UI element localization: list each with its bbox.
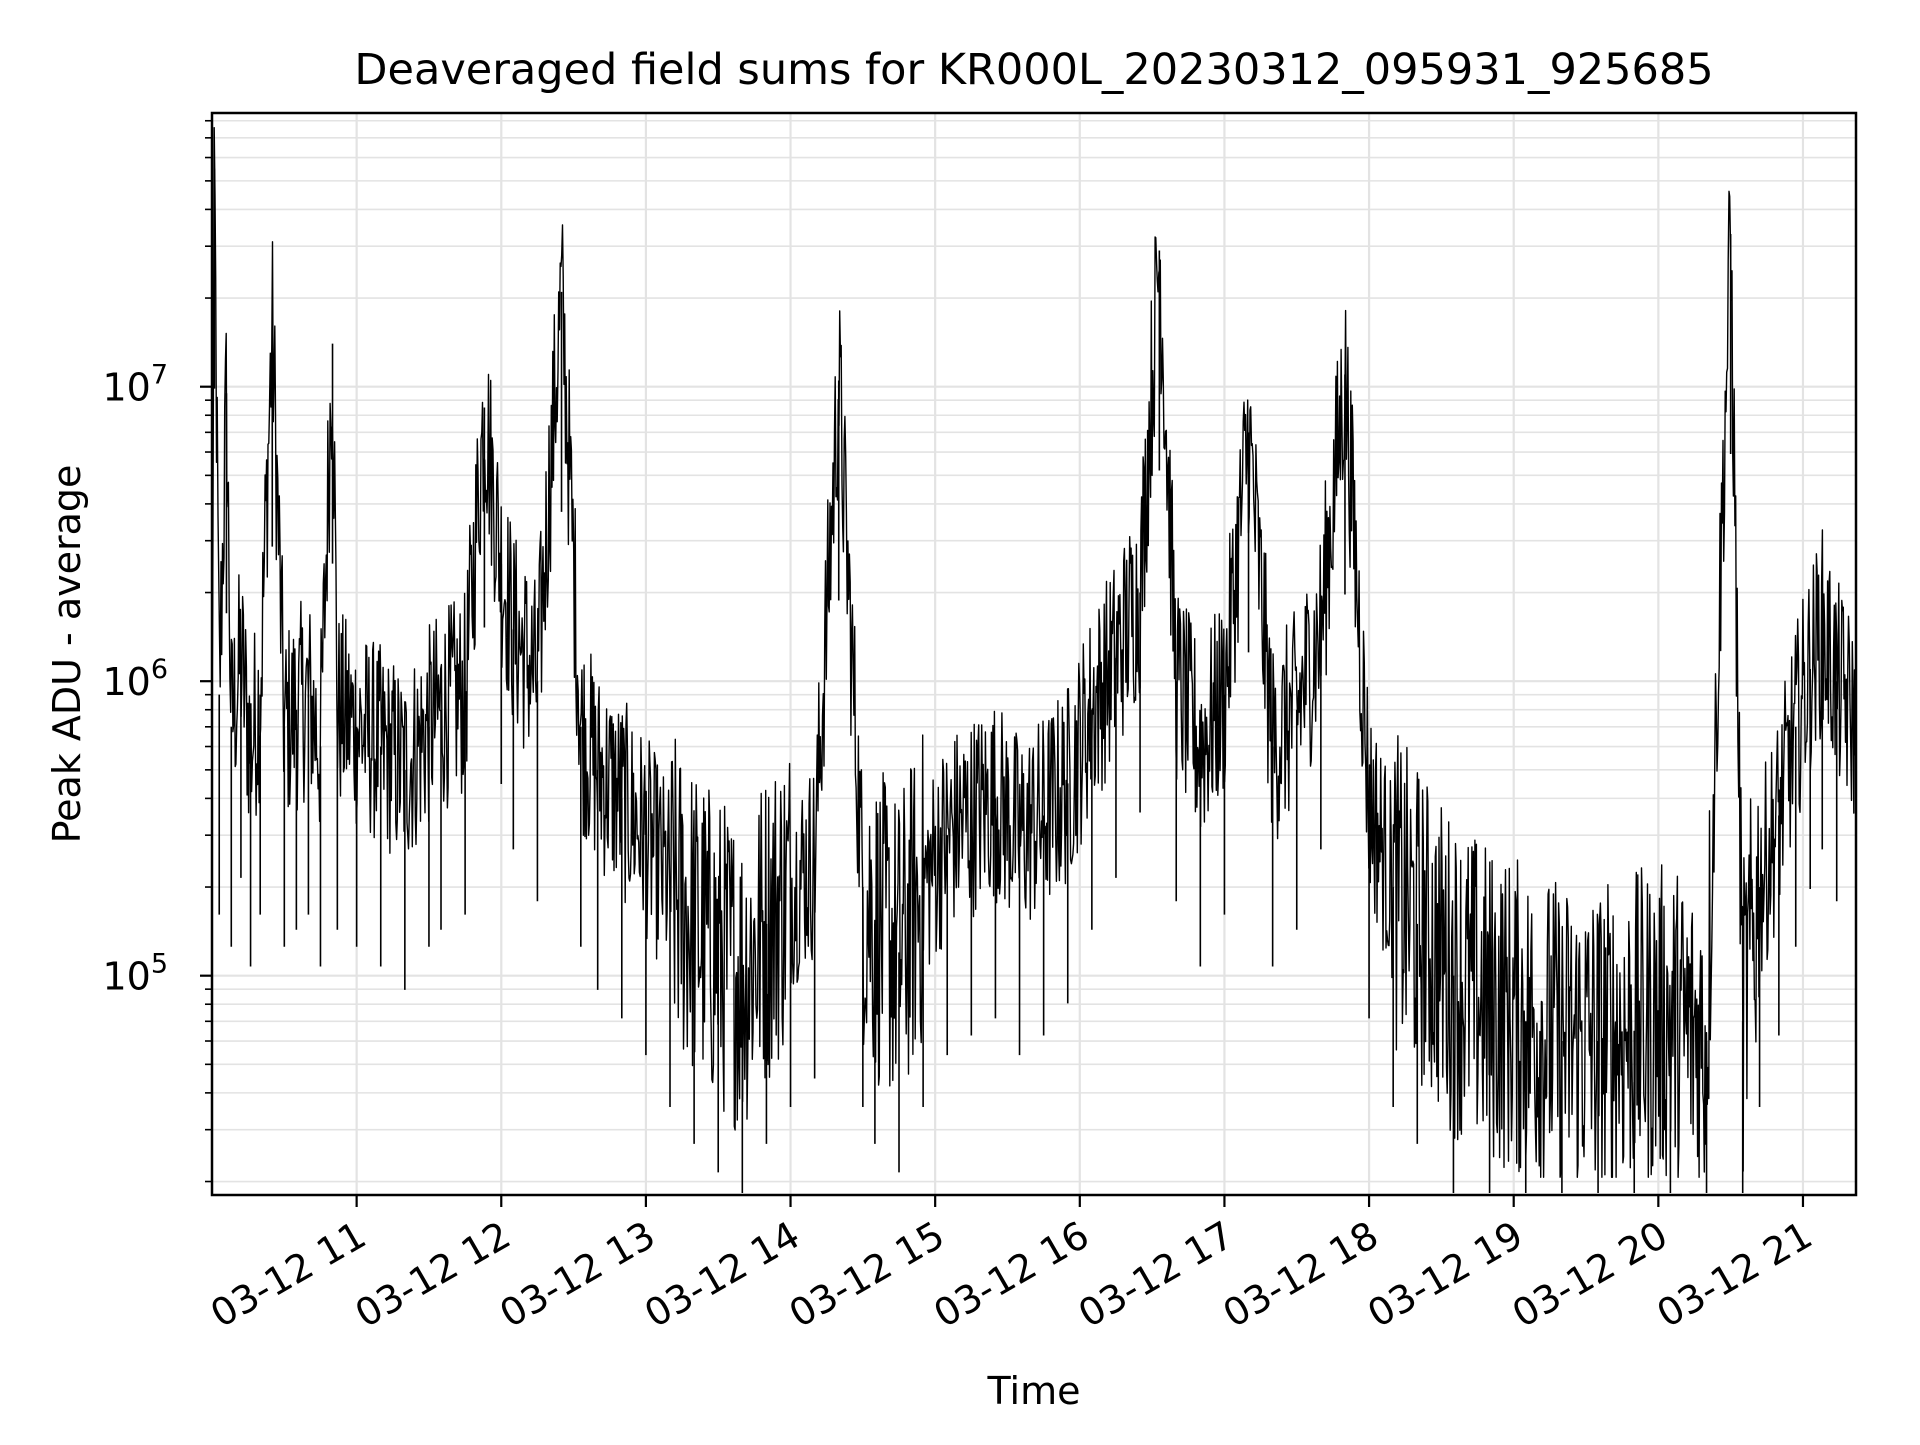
y-axis-ticks: 105 106 107	[102, 119, 212, 1183]
chart-title: Deaveraged field sums for KR000L_2023031…	[354, 45, 1713, 95]
signal-trace	[211, 127, 1857, 1178]
y-tick-label: 107	[102, 360, 168, 410]
y-axis-label: Peak ADU - average	[45, 465, 89, 844]
plot-frame	[210, 111, 1858, 1197]
y-tick-label: 106	[102, 654, 168, 704]
x-axis-label: Time	[987, 1369, 1081, 1413]
y-tick-label: 105	[102, 949, 168, 999]
signal-layer	[211, 127, 1857, 1193]
